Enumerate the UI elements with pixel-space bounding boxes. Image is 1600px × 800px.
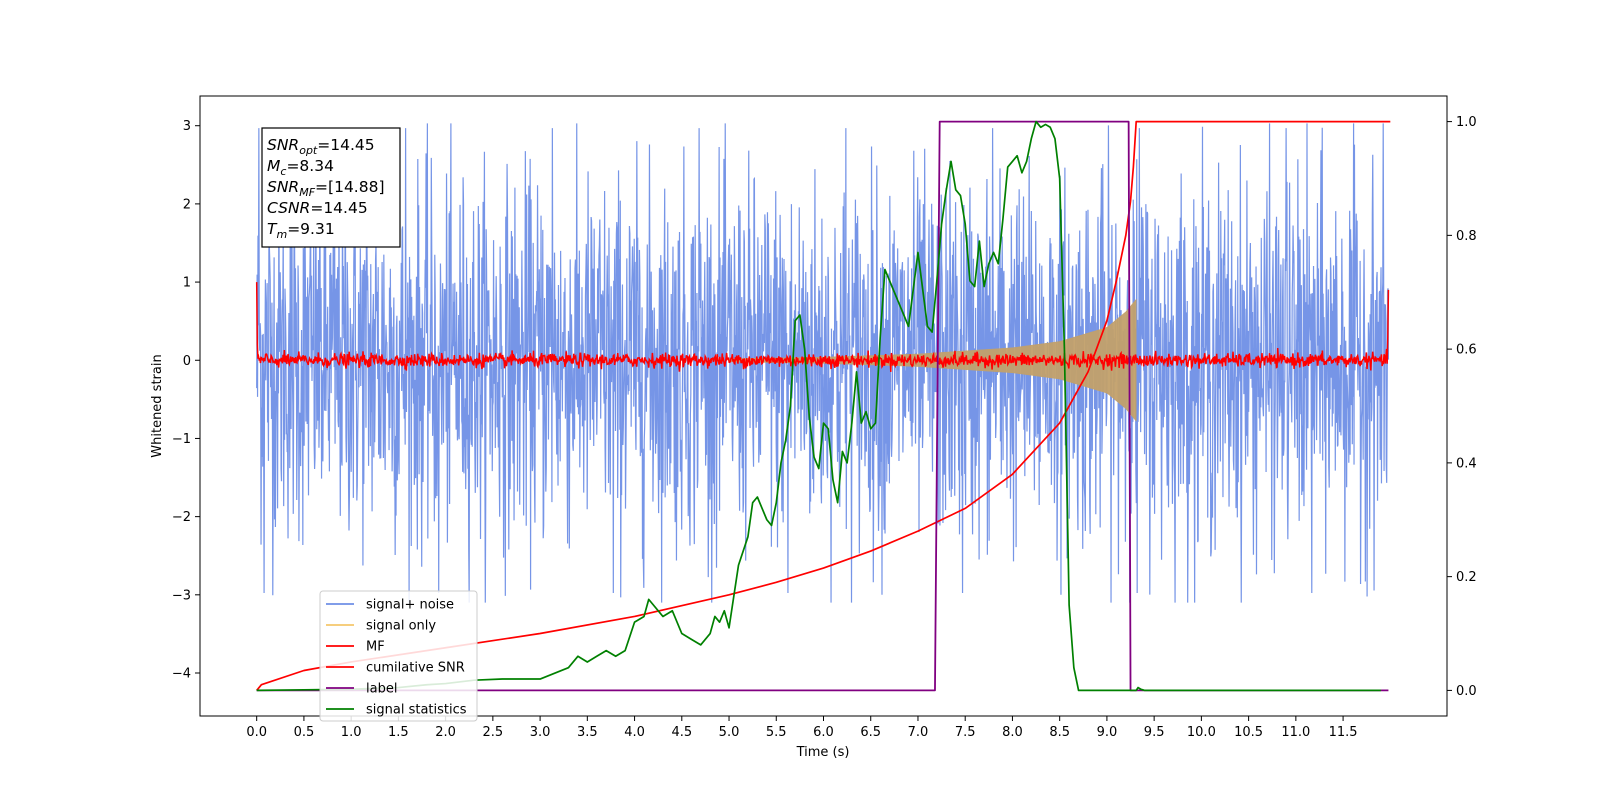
annotation-line: SNRMF=[14.88]	[267, 178, 385, 199]
x-tick-label: 2.5	[483, 725, 504, 740]
y-axis-label: Whitened strain	[150, 354, 165, 457]
x-tick-label: 9.0	[1097, 725, 1118, 740]
x-tick-label: 7.5	[955, 725, 976, 740]
x-tick-label: 5.0	[719, 725, 740, 740]
legend-label: cumilative SNR	[366, 661, 465, 676]
y-tick-label: −1	[172, 432, 191, 447]
y2-tick-label: 0.6	[1456, 343, 1477, 358]
x-tick-label: 0.5	[294, 725, 315, 740]
x-tick-label: 10.0	[1187, 725, 1216, 740]
x-tick-label: 1.5	[388, 725, 409, 740]
x-axis-label: Time (s)	[796, 745, 850, 760]
series-mf	[255, 282, 1390, 372]
y-tick-label: −4	[172, 666, 191, 681]
x-tick-label: 8.5	[1049, 725, 1070, 740]
y-tick-label: −3	[172, 588, 191, 603]
x-tick-label: 6.5	[860, 725, 881, 740]
y-axis-right: 0.0 0.2 0.4 0.6 0.8 1.0	[1447, 115, 1477, 699]
y2-tick-label: 0.4	[1456, 456, 1477, 471]
y-tick-label: 2	[183, 197, 191, 212]
y2-tick-label: 0.2	[1456, 570, 1477, 585]
legend-label: signal+ noise	[366, 598, 454, 613]
series-signal-statistics	[256, 120, 1381, 692]
x-tick-label: 2.0	[435, 725, 456, 740]
x-tick-label: 11.5	[1329, 725, 1358, 740]
x-tick-label: 9.5	[1144, 725, 1165, 740]
annotation-line: Mc=8.34	[267, 157, 334, 178]
y2-tick-label: 0.8	[1456, 229, 1477, 244]
x-axis: 0.0 0.5 1.0 1.5 2.0 2.5 3.0 3.5 4.0 4.5 5.0 5.5 6.0 6…	[246, 716, 1358, 740]
annotation-line: SNRopt=14.45	[267, 136, 375, 157]
annotation-line: Tm=9.31	[267, 220, 335, 241]
x-tick-label: 4.5	[671, 725, 692, 740]
x-tick-label: 0.0	[246, 725, 267, 740]
x-tick-label: 5.5	[766, 725, 787, 740]
legend-label: MF	[366, 640, 385, 655]
annotation-line: CSNR=14.45	[267, 199, 368, 217]
legend-frame	[319, 590, 478, 722]
legend-label: signal only	[366, 619, 436, 634]
x-tick-label: 4.0	[624, 725, 645, 740]
x-tick-label: 10.5	[1234, 725, 1263, 740]
x-tick-label: 6.0	[813, 725, 834, 740]
legend-label: signal statistics	[366, 703, 467, 718]
annotation-frame	[261, 127, 401, 248]
y-tick-label: −2	[172, 510, 191, 525]
legend-label: label	[366, 682, 397, 697]
y2-tick-label: 0.0	[1456, 684, 1477, 699]
x-tick-label: 3.5	[577, 725, 598, 740]
x-tick-label: 1.0	[341, 725, 362, 740]
snr-annotation-box: SNRopt=14.45Mc=8.34SNRMF=[14.88]CSNR=14.…	[261, 127, 401, 248]
y-axis-left: −4 −3 −2 −1 0 1 2 3	[172, 119, 200, 681]
x-tick-label: 11.0	[1281, 725, 1310, 740]
y-tick-label: 1	[183, 276, 191, 291]
y-tick-label: 3	[183, 119, 191, 134]
y-tick-label: 0	[183, 354, 191, 369]
y2-tick-label: 1.0	[1456, 115, 1477, 130]
series-signal-noise	[256, 123, 1390, 603]
x-tick-label: 8.0	[1002, 725, 1023, 740]
legend: signal+ noise signal only MF cumilative SNR…	[319, 590, 478, 722]
x-tick-label: 7.0	[908, 725, 929, 740]
x-tick-label: 3.0	[530, 725, 551, 740]
